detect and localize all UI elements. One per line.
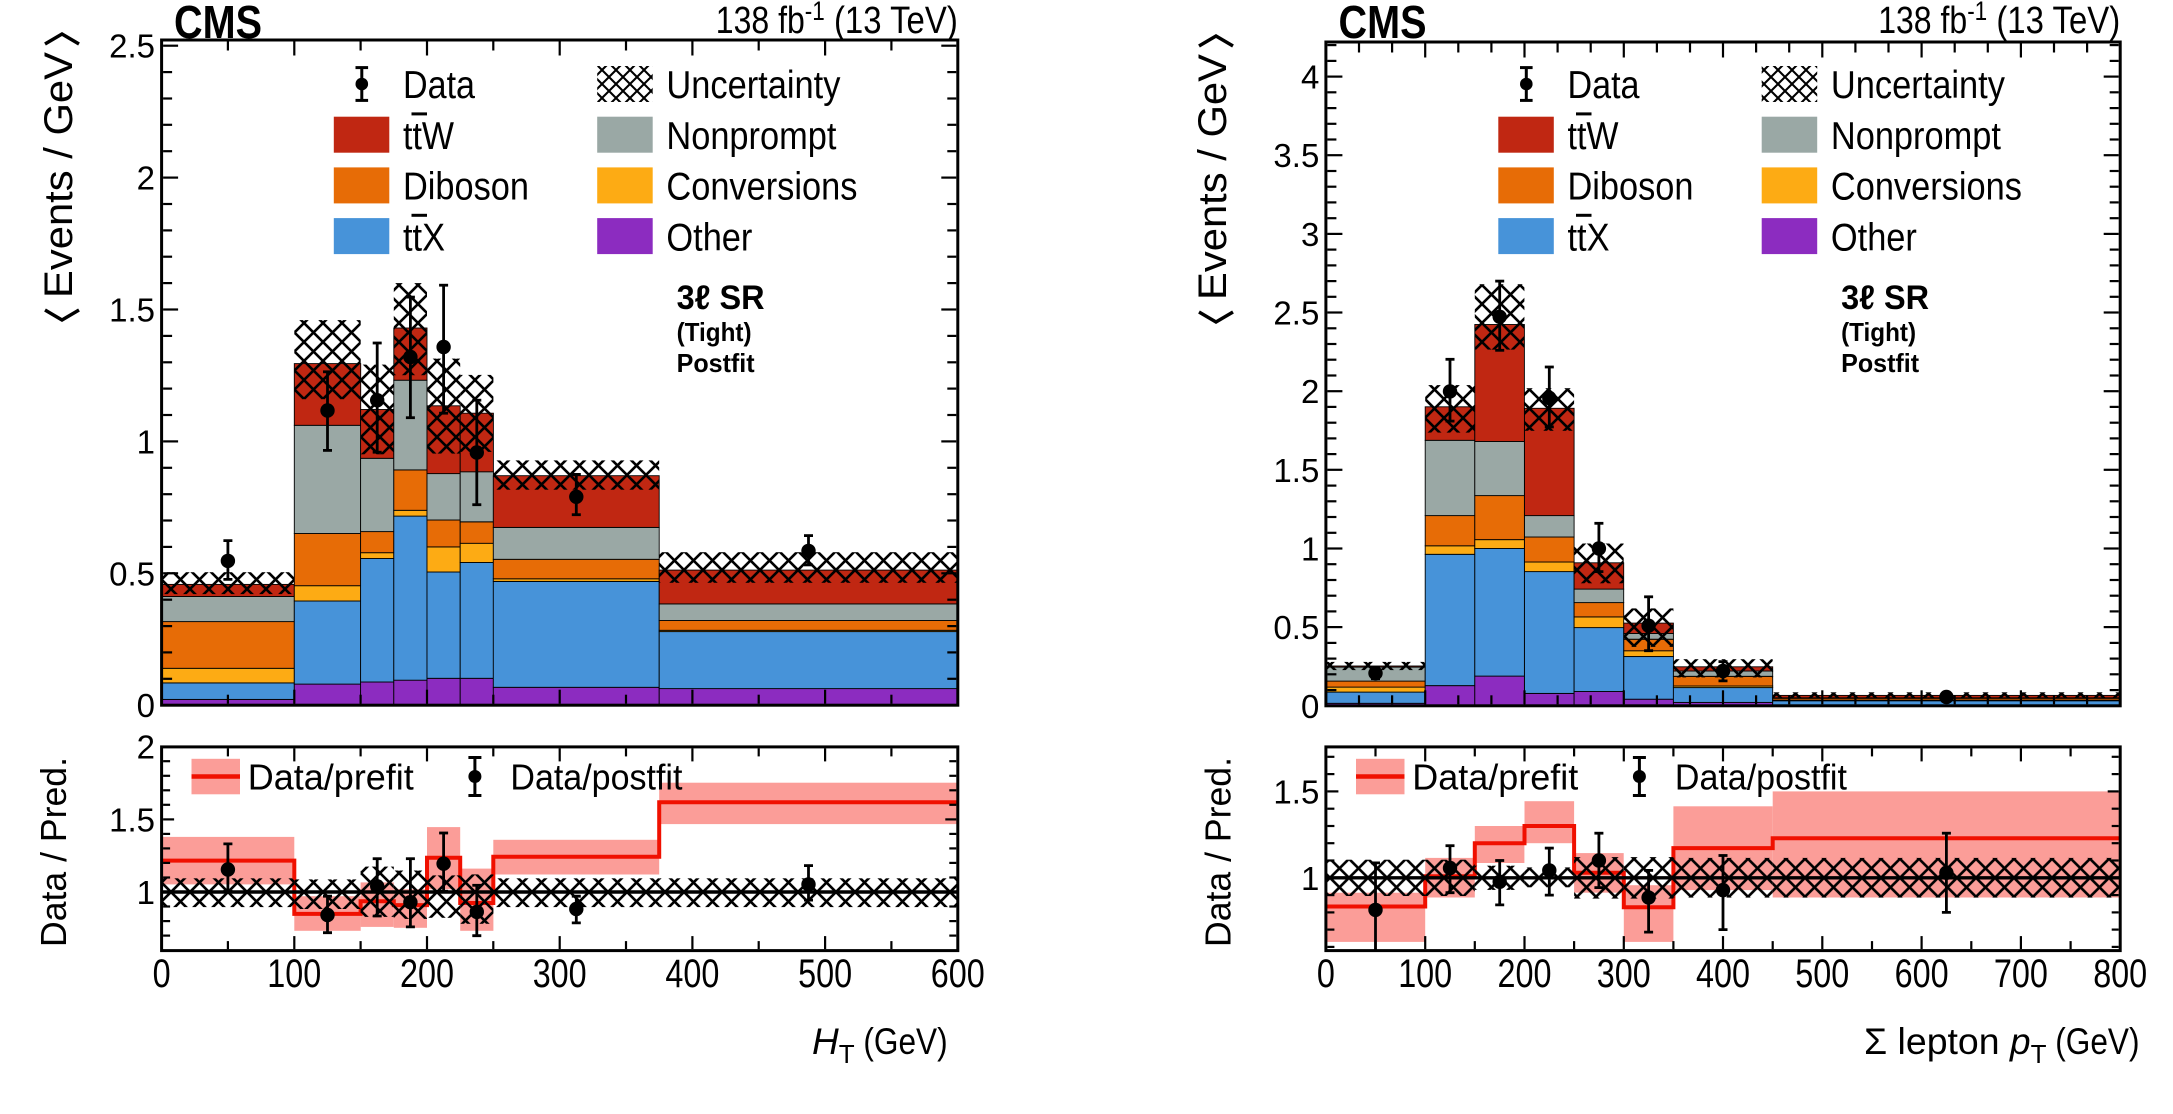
- svg-text:1.5: 1.5: [109, 292, 155, 329]
- svg-text:2.5: 2.5: [1273, 295, 1319, 332]
- svg-text:Data / Pred.: Data / Pred.: [1198, 757, 1239, 947]
- svg-text:3.5: 3.5: [1273, 137, 1319, 174]
- svg-text:0: 0: [1317, 952, 1335, 996]
- svg-text:CMS: CMS: [174, 0, 262, 48]
- svg-text:3: 3: [1301, 216, 1319, 253]
- svg-text:2: 2: [137, 160, 155, 197]
- svg-text:Data/postfit: Data/postfit: [510, 757, 682, 798]
- svg-text:Data: Data: [1568, 64, 1640, 107]
- svg-text:1: 1: [1301, 860, 1319, 897]
- svg-text:Conversions: Conversions: [1831, 166, 2022, 209]
- svg-text:Σ lepton pT (GeV): Σ lepton pT (GeV): [1864, 1021, 2139, 1069]
- svg-text:2: 2: [137, 729, 155, 766]
- svg-text:0: 0: [137, 687, 155, 724]
- svg-text:4: 4: [1301, 59, 1319, 96]
- svg-text:600: 600: [931, 952, 985, 996]
- svg-text:1: 1: [1301, 531, 1319, 568]
- svg-text:138 fb-1 (13 TeV): 138 fb-1 (13 TeV): [1878, 0, 2120, 42]
- svg-text:ttX: ttX: [403, 216, 445, 259]
- svg-text:ttW: ttW: [403, 115, 454, 158]
- svg-text:HT (GeV): HT (GeV): [812, 1021, 948, 1069]
- svg-text:400: 400: [665, 952, 719, 996]
- svg-text:Uncertainty: Uncertainty: [1831, 64, 2005, 107]
- svg-text:(Tight): (Tight): [1841, 317, 1916, 347]
- svg-text:Diboson: Diboson: [403, 166, 529, 209]
- svg-text:600: 600: [1895, 952, 1949, 996]
- svg-text:0.5: 0.5: [109, 555, 155, 592]
- svg-text:1.5: 1.5: [1273, 773, 1319, 810]
- svg-text:Events / GeV: Events / GeV: [1191, 54, 1235, 300]
- svg-text:1.5: 1.5: [1273, 452, 1319, 489]
- svg-text:500: 500: [1795, 952, 1849, 996]
- svg-text:200: 200: [400, 952, 454, 996]
- svg-text:1: 1: [137, 423, 155, 460]
- svg-text:100: 100: [1398, 952, 1452, 996]
- svg-text:3ℓ SR: 3ℓ SR: [677, 279, 765, 317]
- svg-text:1.5: 1.5: [109, 801, 155, 838]
- svg-text:Postfit: Postfit: [1841, 348, 1919, 378]
- svg-text:500: 500: [798, 952, 852, 996]
- svg-text:ttX: ttX: [1568, 216, 1610, 259]
- svg-text:2: 2: [1301, 373, 1319, 410]
- svg-text:Data: Data: [403, 64, 475, 107]
- svg-text:0: 0: [1301, 688, 1319, 725]
- svg-text:(Tight): (Tight): [677, 317, 752, 347]
- svg-text:Other: Other: [1831, 216, 1917, 259]
- svg-text:100: 100: [267, 952, 321, 996]
- svg-text:Events / GeV: Events / GeV: [37, 52, 81, 298]
- svg-text:700: 700: [1994, 952, 2048, 996]
- svg-text:3ℓ SR: 3ℓ SR: [1841, 279, 1929, 317]
- svg-text:Conversions: Conversions: [666, 166, 857, 209]
- svg-text:Diboson: Diboson: [1568, 166, 1694, 209]
- svg-text:Data / Pred.: Data / Pred.: [33, 757, 74, 947]
- svg-text:300: 300: [533, 952, 587, 996]
- svg-text:400: 400: [1696, 952, 1750, 996]
- svg-text:Postfit: Postfit: [677, 348, 755, 378]
- svg-text:Data/prefit: Data/prefit: [248, 757, 414, 798]
- svg-text:200: 200: [1498, 952, 1552, 996]
- svg-text:Nonprompt: Nonprompt: [666, 115, 836, 158]
- svg-text:CMS: CMS: [1339, 0, 1427, 48]
- svg-text:0: 0: [153, 952, 171, 996]
- svg-text:Data/postfit: Data/postfit: [1675, 757, 1847, 798]
- svg-text:138 fb-1 (13 TeV): 138 fb-1 (13 TeV): [716, 0, 958, 42]
- svg-text:1: 1: [137, 874, 155, 911]
- svg-text:300: 300: [1597, 952, 1651, 996]
- svg-text:Data/prefit: Data/prefit: [1412, 757, 1578, 798]
- svg-text:Nonprompt: Nonprompt: [1831, 115, 2001, 158]
- svg-text:ttW: ttW: [1568, 115, 1619, 158]
- svg-text:0.5: 0.5: [1273, 609, 1319, 646]
- svg-text:Other: Other: [666, 216, 752, 259]
- svg-text:2.5: 2.5: [109, 28, 155, 65]
- svg-text:800: 800: [2093, 952, 2147, 996]
- svg-text:Uncertainty: Uncertainty: [666, 64, 840, 107]
